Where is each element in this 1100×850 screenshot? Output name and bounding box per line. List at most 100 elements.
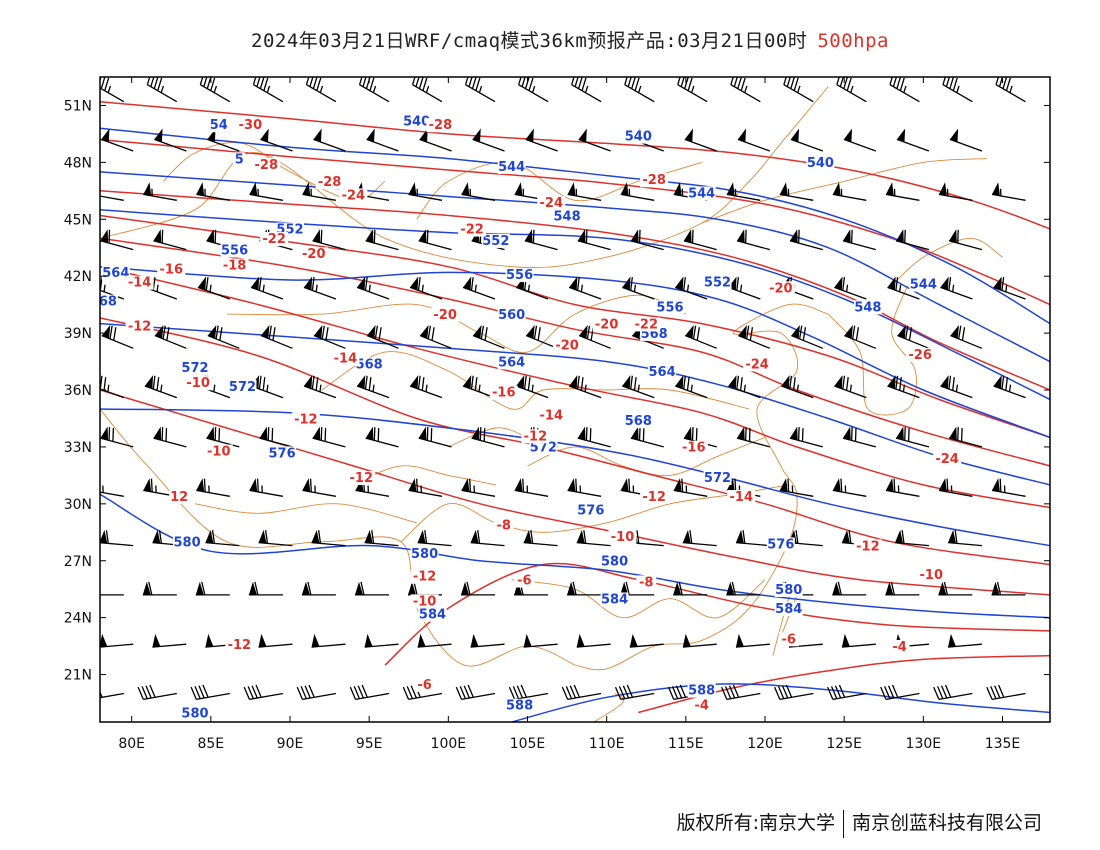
wind-barb [995, 77, 1026, 103]
wind-barb [258, 633, 293, 648]
wind-barb [199, 77, 231, 103]
temperature-label-bg [347, 471, 376, 486]
geopotential-label-bg [233, 152, 246, 167]
wind-barb [143, 182, 177, 201]
temperature-label-bg [917, 567, 946, 582]
boundary-line [100, 408, 576, 667]
temperature-label: -14 [334, 352, 358, 367]
geopotential-label: 548 [854, 300, 881, 315]
temperature-label-bg [125, 275, 154, 290]
y-axis: 21N 24N 27N 30N 33N 36N 39N 42N 45N 48N 51N [64, 98, 1050, 684]
map-title: 2024年03月21日WRF/cmaq模式36km预报产品:03月21日00时 5… [0, 26, 1100, 53]
temperature-label: -30 [239, 118, 263, 133]
temperature-label-bg [184, 376, 213, 391]
wind-barb [302, 182, 337, 201]
temperature-contour [100, 317, 1050, 566]
wind-barb [366, 325, 399, 349]
wind-barb [101, 325, 134, 349]
wind-barb [364, 530, 399, 547]
y-tick-label: 33N [64, 440, 92, 456]
temperature-label: -6 [417, 678, 431, 693]
geopotential-label-bg [497, 355, 526, 370]
geopotential-label-bg [853, 300, 882, 315]
wind-barb [515, 375, 549, 399]
wind-barb [887, 276, 920, 300]
wind-barb [948, 426, 983, 448]
wind-barb [735, 633, 770, 648]
temperature-label: -12 [856, 539, 880, 554]
temperature-label-bg [640, 490, 669, 505]
temperature-label-bg [204, 444, 233, 459]
wind-barb [568, 276, 602, 300]
wind-barb [409, 375, 443, 399]
wind-barb [101, 128, 134, 152]
wind-barb [675, 375, 708, 399]
wind-barb [249, 182, 284, 201]
geopotential-label: 572 [530, 441, 557, 456]
wind-barb [683, 229, 717, 251]
wind-barb [472, 325, 505, 349]
geopotential-label-bg [600, 554, 629, 569]
wind-barb [303, 276, 337, 300]
geopotential-label: 544 [498, 160, 525, 175]
wind-barb [682, 633, 717, 648]
geopotential-label: 552 [704, 276, 731, 291]
temperature-label-bg [339, 188, 368, 203]
geopotential-label: 556 [506, 268, 533, 283]
geopotential-contour [100, 408, 1050, 547]
x-axis: 80E 85E 90E 95E 100E 105E 110E 115E 120E 125E 130E… [118, 77, 1020, 752]
wind-barb [461, 182, 496, 201]
geopotential-label-bg [703, 471, 732, 486]
wind-barb [154, 325, 187, 349]
temperature-label: -12 [642, 490, 666, 505]
temperature-label-bg [426, 118, 455, 133]
geopotential-label-bg [481, 233, 510, 248]
y-tick-label: 21N [64, 668, 92, 684]
map-frame [99, 76, 1051, 723]
wind-barb [885, 581, 920, 596]
geopotential-label: 580 [601, 555, 628, 570]
geopotential-label: 556 [656, 300, 683, 315]
wind-barb [895, 426, 930, 448]
wind-barb [947, 633, 982, 648]
wind-barb [684, 128, 717, 152]
wind-barb [525, 128, 558, 152]
wind-barb [356, 375, 390, 399]
temperature-label-bg [489, 385, 518, 400]
wind-barb [196, 478, 230, 497]
temperature-label: -6 [782, 632, 796, 647]
boundary-line [827, 285, 917, 416]
footer-right: 南京创蓝科技有限公司 [851, 812, 1042, 834]
temperature-label-bg [493, 518, 514, 533]
geopotential-label: 572 [704, 471, 731, 486]
temperature-label-bg [592, 317, 621, 332]
wind-barb [721, 684, 761, 701]
wind-barb [940, 276, 973, 300]
temperature-label-bg [766, 281, 795, 296]
wind-barb [991, 182, 1026, 201]
wind-barb [312, 426, 346, 448]
x-tick-label: 115E [668, 736, 704, 752]
temperature-label-bg [410, 569, 439, 584]
wind-barb [100, 684, 124, 701]
wind-barb [417, 530, 452, 547]
wind-barb [561, 684, 602, 701]
geopotential-label: 580 [181, 706, 208, 721]
geopotential-label-bg [687, 186, 716, 201]
footer-separator [842, 809, 844, 838]
temperature-label: -20 [302, 247, 326, 262]
geopotential-label-bg [181, 706, 209, 721]
x-tick-label: 105E [510, 736, 546, 752]
wind-barb [677, 77, 708, 103]
title-level: 500hpa [817, 30, 889, 52]
geopotential-label: 568 [356, 357, 383, 372]
temperature-label-bg [260, 232, 289, 247]
temperature-label-bg [236, 118, 265, 133]
title-main: 2024年03月21日WRF/cmaq模式36km预报产品:03月21日00时 [251, 30, 808, 52]
temperature-label: -20 [555, 338, 579, 353]
wind-barb [841, 633, 876, 648]
temperature-label-bg [169, 490, 190, 505]
wind-barb [991, 478, 1026, 497]
wind-barb [205, 530, 240, 547]
